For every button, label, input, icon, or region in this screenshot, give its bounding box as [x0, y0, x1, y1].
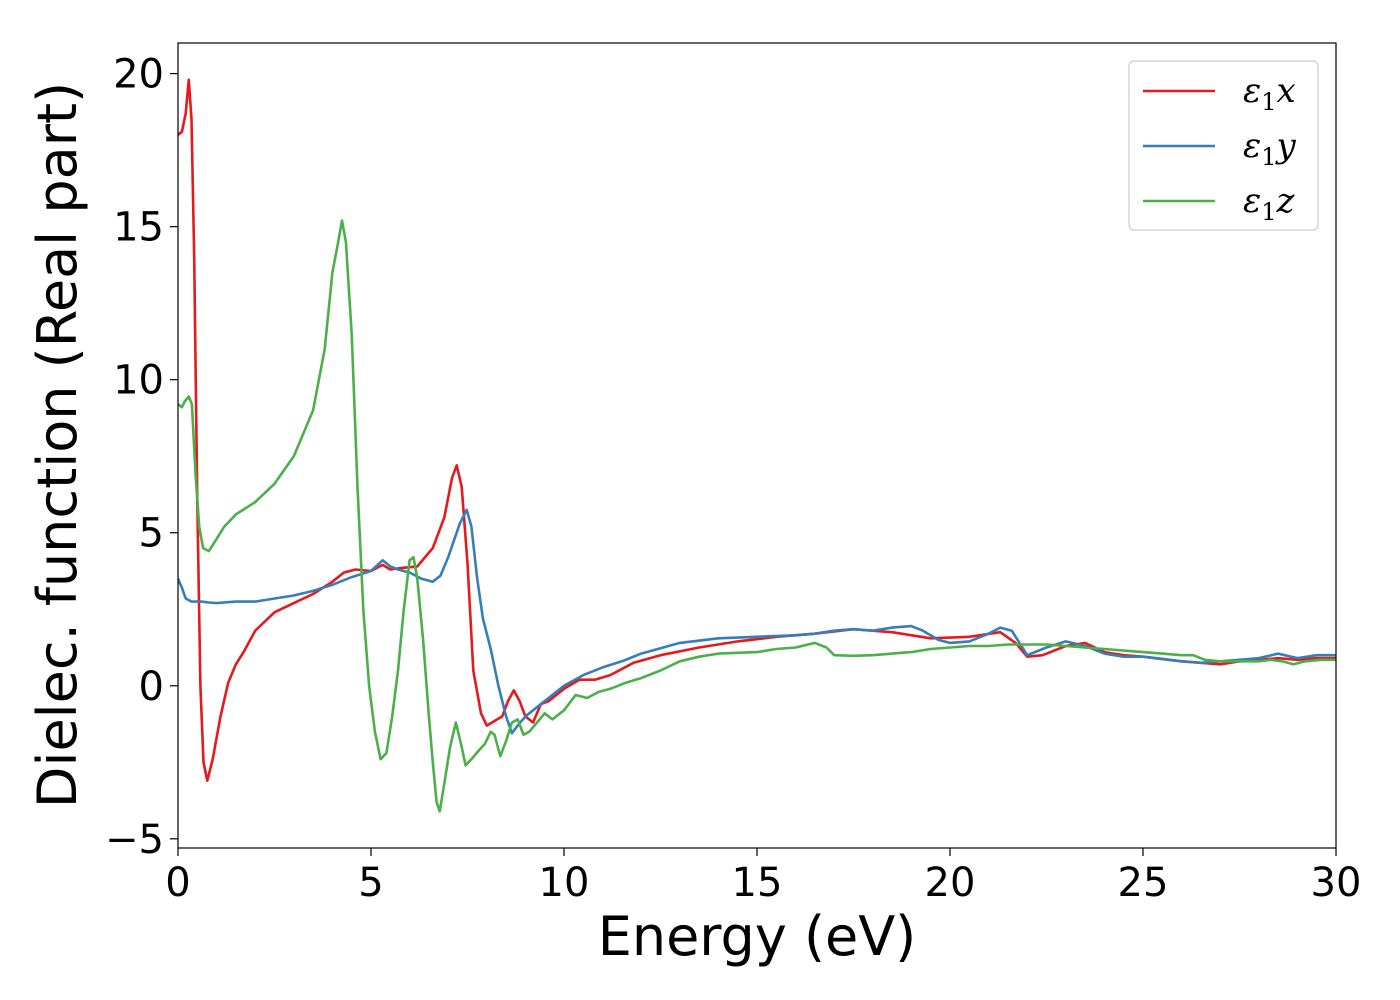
legend-label: ε1x: [1243, 71, 1296, 116]
y-tick-label: −5: [105, 817, 164, 863]
x-axis-label: Energy (eV): [598, 905, 917, 968]
legend: ε1x ε1y ε1z: [1128, 60, 1319, 231]
x-tick-label: 5: [358, 860, 383, 906]
legend-label: ε1z: [1243, 181, 1296, 226]
legend-box: [1128, 60, 1319, 231]
y-tick-label: 20: [113, 52, 164, 98]
y-tick-label: 15: [113, 205, 164, 251]
x-tick-label: 0: [165, 860, 190, 906]
x-tick-label: 25: [1118, 860, 1169, 906]
x-tick-label: 10: [539, 860, 590, 906]
y-tick-label: 10: [113, 358, 164, 404]
legend-entries: ε1x ε1y ε1z: [1143, 71, 1297, 226]
y-axis-ticks: −5 0 5 10 15 20: [105, 52, 178, 863]
x-tick-label: 30: [1311, 860, 1362, 906]
y-tick-label: 5: [139, 511, 164, 557]
x-tick-label: 15: [732, 860, 783, 906]
series-line: [178, 508, 1336, 735]
y-axis-label: Dielec. function (Real part): [26, 82, 89, 808]
x-axis-ticks: 0 5 10 15 20 25 30: [165, 848, 1361, 906]
series-layer: [178, 78, 1336, 813]
y-tick-label: 0: [139, 664, 164, 710]
x-tick-label: 20: [925, 860, 976, 906]
series-line: [178, 78, 1336, 782]
series-line: [178, 219, 1336, 813]
legend-label: ε1y: [1243, 126, 1297, 171]
